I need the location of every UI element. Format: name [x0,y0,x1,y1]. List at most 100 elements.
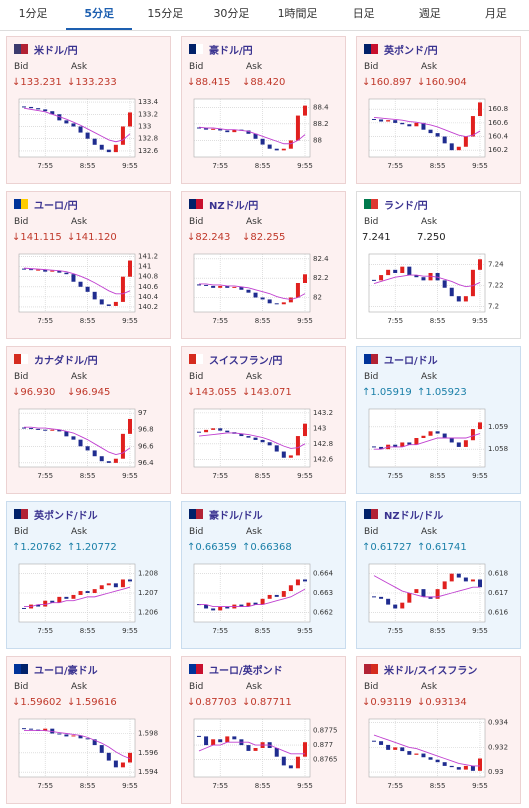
candle [428,272,433,281]
mini-chart: 0.8765 0.877 0.8775 7:55 8:55 9:55 [193,718,338,790]
y-tick-label: 1.058 [488,445,508,453]
currency-card[interactable]: ユーロ/ドル Bid Ask ↑1.05919 ↑1.05923 1.058 1.059 7:… [356,346,521,494]
candle [64,272,69,275]
y-tick-label: 140.2 [138,303,158,311]
currency-card[interactable]: カナダドル/円 Bid Ask ↓96.930 ↓96.945 96.4 96.6 96.8 9… [6,346,171,494]
x-tick-label: 9:55 [472,472,488,480]
candle [303,105,307,116]
candle [407,266,412,276]
pair-title: 米ドル/スイスフラン [384,666,478,677]
ask-value: ↓82.255 [242,232,286,243]
currency-card[interactable]: 英ポンド/円 Bid Ask ↓160.897 ↓160.904 160.2 160.4 16… [356,36,521,184]
candle [211,608,216,611]
candle [78,281,83,287]
x-tick-label: 8:55 [255,317,271,325]
candle [407,124,412,127]
currency-card[interactable]: 豪ドル/円 Bid Ask ↓88.415 ↓88.420 88 88.2 88.4 7:55 8… [181,36,346,184]
candle [225,430,230,433]
candle [407,593,412,603]
currency-card[interactable]: ユーロ/豪ドル Bid Ask ↓1.59602 ↓1.59616 1.594 1.596 1… [6,656,171,804]
x-tick-label: 8:55 [80,782,96,790]
tab[interactable]: 月足 [484,7,507,20]
y-tick-label: 0.662 [313,608,333,616]
candle [435,431,440,434]
candle [204,128,209,130]
candle [260,598,265,605]
ask-label: Ask [421,682,438,692]
ask-label: Ask [246,62,263,72]
candle [204,604,209,609]
y-tick-label: 97 [138,409,147,417]
pair-title: NZドル/円 [209,201,259,212]
candle [29,106,34,109]
x-tick-label: 7:55 [37,317,53,325]
currency-card[interactable]: NZドル/ドル Bid Ask ↑0.61727 ↑0.61741 0.616 0.617 0… [356,501,521,649]
candle [218,128,223,131]
candle [260,138,265,145]
tab[interactable]: 5分足 [66,0,133,30]
x-tick-label: 8:55 [430,782,446,790]
currency-card[interactable]: ユーロ/英ポンド Bid Ask ↓0.87703 ↓0.87711 0.8765 0.87… [181,656,346,804]
candle [99,456,104,462]
currency-card[interactable]: ユーロ/円 Bid Ask ↓141.115 ↓141.120 140.2 140.4 140… [6,191,171,339]
candle [386,269,391,276]
x-tick-label: 8:55 [430,317,446,325]
candle [386,598,391,605]
candle [239,286,244,290]
currency-card[interactable]: 豪ドル/ドル Bid Ask ↑0.66359 ↑0.66368 0.662 0.663 0.… [181,501,346,649]
currency-card[interactable]: ランド/円 Bid Ask 7.241 7.250 7.2 7.22 7.24 7:55 8:55… [356,191,521,339]
tab[interactable]: 週足 [418,7,441,20]
y-tick-label: 133 [138,122,151,130]
ask-label: Ask [421,527,438,537]
currency-card[interactable]: スイスフラン/円 Bid Ask ↓143.055 ↓143.071 142.6 142.8… [181,346,346,494]
candle [295,115,300,141]
x-tick-label: 7:55 [212,472,228,480]
bid-label: Bid [14,527,29,537]
tab[interactable]: 15分足 [147,7,184,20]
tab[interactable]: 1時間足 [277,7,318,20]
candle [274,303,279,305]
ask-label: Ask [71,217,88,227]
mini-chart: 140.2 140.4 140.6 140.8 141 141.2 7:55 8:55 9:55 [18,253,159,325]
moving-average [23,107,131,143]
tab[interactable]: 1分足 [18,7,48,20]
tab[interactable]: 日足 [352,7,375,20]
candle [106,583,111,586]
candle [267,442,272,446]
candle [43,600,48,607]
candle [50,728,55,734]
currency-card[interactable]: 英ポンド/ドル Bid Ask ↑1.20762 ↑1.20772 1.206 1.207 1… [6,501,171,649]
candle [36,108,41,110]
bid-value: ↓160.897 [362,77,412,88]
x-tick-label: 7:55 [387,162,403,170]
candle [211,285,216,288]
y-tick-label: 160.6 [488,119,509,127]
candle [421,435,426,438]
candle [57,596,62,603]
candle [442,762,447,766]
pair-title: 豪ドル/ドル [209,511,263,522]
moving-average [373,274,481,288]
currency-card[interactable]: 米ドル/スイスフラン Bid Ask ↓0.93119 ↓0.93134 0.93 0.93… [356,656,521,804]
candle [295,436,300,456]
ask-value: ↓1.59616 [67,697,117,708]
candle [295,579,300,586]
y-tick-label: 82 [313,294,322,302]
candle [274,445,279,452]
candle [71,594,76,599]
currency-card[interactable]: 米ドル/円 Bid Ask ↓133.231 ↓133.233 132.6 132.8 133… [6,36,171,184]
flag-icon [364,199,378,209]
candle [295,283,300,298]
currency-card[interactable]: NZドル/円 Bid Ask ↓82.243 ↓82.255 82 82.2 82.4 7:55… [181,191,346,339]
y-tick-label: 82.4 [313,255,329,263]
candle [246,436,251,438]
candle [85,286,90,292]
candle [281,148,286,151]
moving-average [374,433,481,450]
candle [218,739,223,743]
candle [400,266,405,273]
candle [225,285,230,288]
candle [225,130,230,133]
ask-value: ↑1.05923 [417,387,467,398]
tab[interactable]: 30分足 [213,7,250,20]
